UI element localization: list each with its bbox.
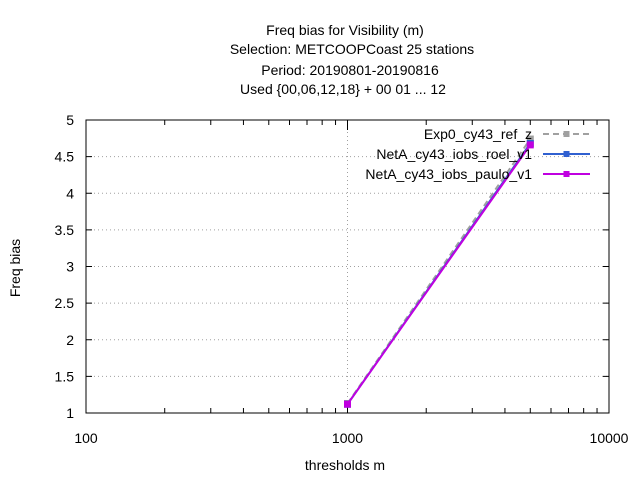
y-tick-label: 4	[66, 185, 74, 201]
x-tick-label: 10000	[590, 430, 629, 446]
y-tick-label: 2	[66, 332, 74, 348]
y-tick-label: 2.5	[55, 295, 75, 311]
y-tick-label: 3.5	[55, 222, 75, 238]
plot-frame	[85, 119, 610, 414]
axis-ticks: 1 1.5 2 2.5 3 3.5 4 4.5 5 100 1000 10000	[55, 112, 629, 446]
grid	[86, 120, 609, 413]
legend-marker	[563, 151, 570, 157]
series-1-point	[526, 135, 534, 143]
series-3-point	[526, 141, 534, 149]
legend-marker	[563, 171, 570, 177]
legend: Exp0_cy43_ref_z NetA_cy43_iobs_roel_v1 Net…	[365, 126, 590, 182]
legend-label: NetA_cy43_iobs_paulo_v1	[365, 166, 532, 182]
chart-title-line-1: Freq bias for Visibility (m)	[266, 22, 424, 38]
x-tick-label: 1000	[332, 430, 363, 446]
y-tick-label: 1	[66, 405, 74, 421]
y-axis-label: Freq bias	[7, 239, 23, 297]
legend-label: NetA_cy43_iobs_roel_v1	[376, 146, 532, 162]
y-tick-label: 4.5	[55, 149, 75, 165]
series-line-3	[346, 144, 532, 405]
x-tick-label: 100	[74, 430, 98, 446]
x-axis-label: thresholds m	[305, 457, 385, 473]
y-tick-label: 5	[66, 112, 74, 128]
series-lines	[344, 135, 534, 408]
chart-title-line-2: Selection: METCOOPCoast 25 stations	[230, 41, 474, 57]
y-tick-label: 3	[66, 259, 74, 275]
chart-title-line-4: Used {00,06,12,18} + 00 01 ... 12	[240, 81, 446, 97]
legend-marker	[563, 131, 570, 137]
chart-title-line-3: Period: 20190801-20190816	[261, 62, 439, 78]
chart-title: Freq bias for Visibility (m) Selection: …	[230, 22, 474, 97]
legend-label: Exp0_cy43_ref_z	[424, 126, 532, 142]
series-3-point	[344, 400, 351, 408]
y-tick-label: 1.5	[55, 368, 75, 384]
